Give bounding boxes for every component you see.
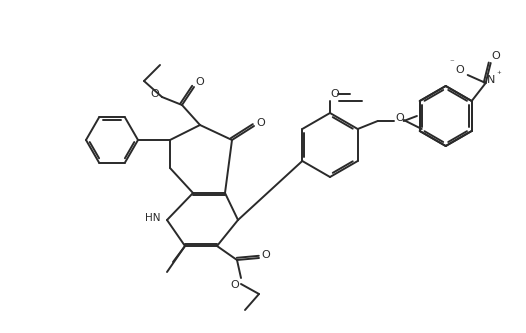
- Text: O: O: [230, 280, 239, 290]
- Text: O: O: [150, 89, 159, 99]
- Text: O: O: [196, 77, 205, 87]
- Text: O: O: [331, 89, 339, 99]
- Text: O: O: [396, 113, 404, 123]
- Text: O: O: [261, 250, 270, 260]
- Text: O: O: [456, 65, 464, 75]
- Text: ⁻: ⁻: [449, 59, 454, 68]
- Text: ⁺: ⁺: [497, 70, 501, 79]
- Text: N: N: [487, 75, 495, 85]
- Text: HN: HN: [145, 213, 161, 223]
- Text: O: O: [491, 51, 500, 61]
- Text: O: O: [257, 118, 266, 128]
